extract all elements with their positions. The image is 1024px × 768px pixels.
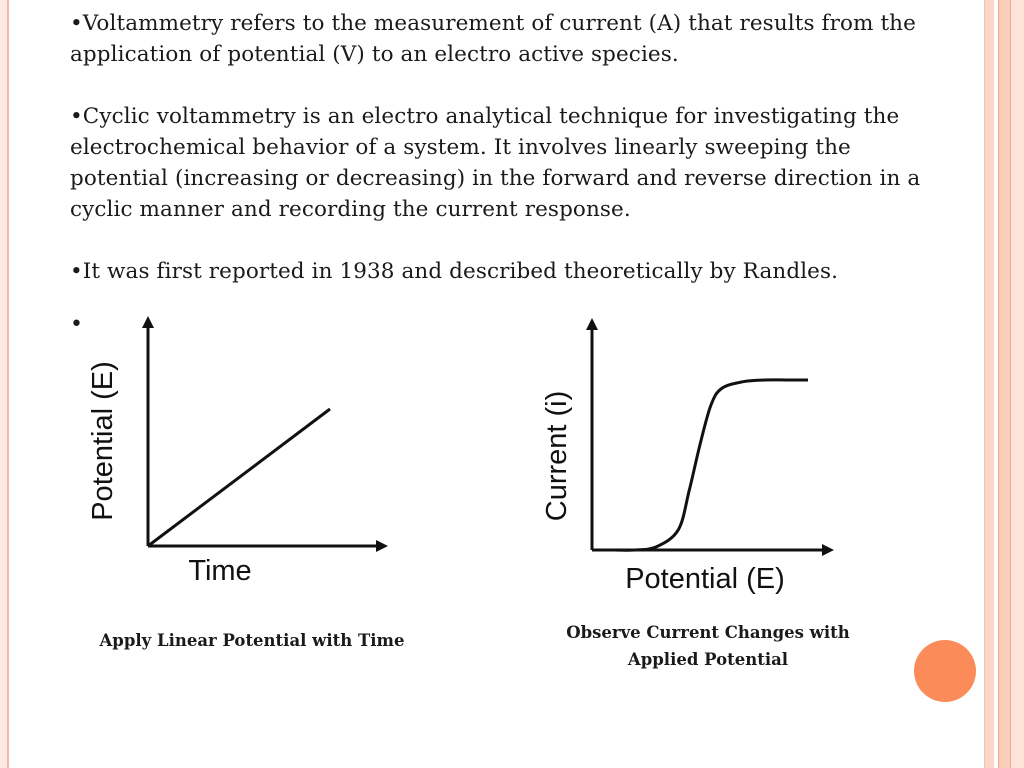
- caption-right-line2: Applied Potential: [627, 650, 789, 669]
- x-axis-label: Time: [188, 555, 251, 587]
- right-stripes-decoration: [984, 0, 1024, 768]
- paragraph-voltammetry: •Voltammetry refers to the measurement o…: [70, 11, 916, 67]
- slide-body-text: •Voltammetry refers to the measurement o…: [70, 8, 950, 287]
- caption-right-chart: Observe Current Changes with Applied Pot…: [538, 619, 878, 673]
- chart-potential-vs-time: Time Potential (E): [70, 308, 400, 598]
- y-axis-label: Potential (E): [87, 361, 119, 521]
- caption-right-line1: Observe Current Changes with: [566, 623, 850, 642]
- series-curve-sigmoid: [592, 378, 808, 552]
- left-border-decoration: [0, 0, 9, 768]
- empty-bullet: •: [70, 312, 83, 337]
- caption-left-chart: Apply Linear Potential with Time: [74, 627, 430, 654]
- caption-left-text: Apply Linear Potential with Time: [99, 631, 405, 650]
- series-line-linear: [147, 407, 331, 548]
- paragraph-cyclic-voltammetry: •Cyclic voltammetry is an electro analyt…: [70, 104, 921, 222]
- y-axis-label: Current (i): [541, 391, 573, 522]
- decorative-orange-circle: [914, 640, 976, 702]
- chart-potential-vs-time-svg: Time Potential (E): [87, 316, 388, 587]
- chart-current-vs-potential: Potential (E) Current (i): [530, 314, 840, 604]
- chart-current-vs-potential-svg: Potential (E) Current (i): [541, 318, 834, 595]
- paragraph-history: •It was first reported in 1938 and descr…: [70, 259, 839, 284]
- x-axis-label: Potential (E): [625, 563, 785, 595]
